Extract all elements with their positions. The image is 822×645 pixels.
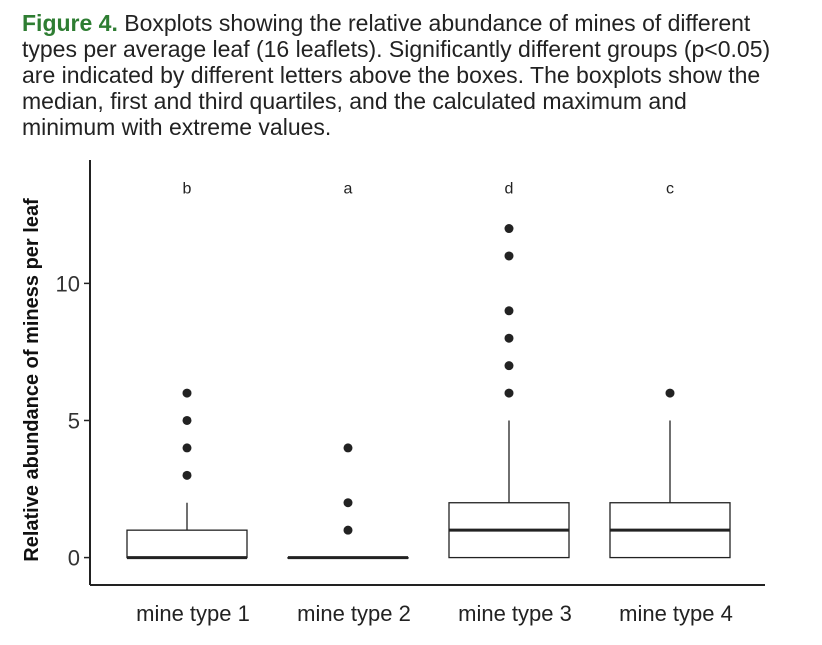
outlier-point [182, 443, 192, 453]
outlier-point [343, 525, 353, 535]
outlier-point [504, 361, 514, 371]
y-axis-title: Relative abundance of miness per leaf [21, 198, 43, 562]
box-4: c [609, 180, 731, 559]
box-1: b [126, 180, 248, 560]
y-tick-label: 5 [68, 408, 80, 433]
outlier-point [504, 251, 514, 261]
x-tick-label: mine type 1 [136, 601, 250, 626]
significance-letter: a [344, 180, 353, 197]
x-tick-label: mine type 4 [619, 601, 733, 626]
outlier-point [504, 388, 514, 398]
outlier-point [504, 224, 514, 234]
y-tick-label: 0 [68, 546, 80, 571]
y-tick-label: 10 [56, 271, 80, 296]
box-3: d [448, 180, 570, 559]
x-tick-labels: mine type 1 mine type 2 mine type 3 mine ty… [136, 601, 733, 626]
outlier-point [343, 498, 353, 508]
x-tick-label: mine type 3 [458, 601, 572, 626]
significance-letter: c [666, 180, 674, 197]
outlier-point [343, 443, 353, 453]
outlier-point [182, 415, 192, 425]
outlier-point [665, 388, 675, 398]
box-rect [126, 529, 248, 559]
outlier-point [504, 306, 514, 316]
significance-letter: d [505, 180, 514, 197]
outlier-point [504, 333, 514, 343]
y-ticks: 0 5 10 [56, 271, 90, 571]
significance-letter: b [183, 180, 192, 197]
figure-label: Figure 4. [22, 10, 118, 36]
figure-caption-text: Boxplots showing the relative abundance … [22, 10, 771, 140]
outlier-point [182, 470, 192, 480]
figure-caption: Figure 4. Boxplots showing the relative … [22, 10, 782, 140]
x-tick-label: mine type 2 [297, 601, 411, 626]
box-2: a [287, 180, 409, 560]
outlier-point [182, 388, 192, 398]
